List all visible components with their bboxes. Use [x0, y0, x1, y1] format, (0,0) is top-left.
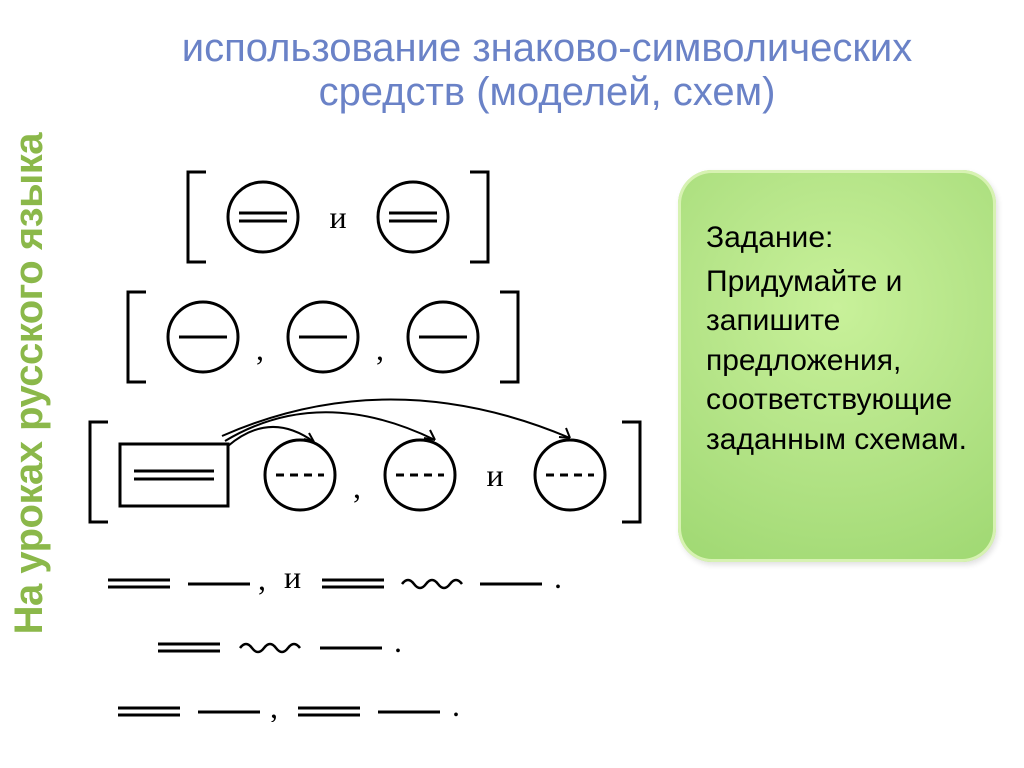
scheme-diagram-area: и , , ,	[88, 162, 648, 722]
left-sidebar: На уроках русского языка	[0, 0, 58, 768]
scheme-row-6: , .	[118, 687, 460, 722]
svg-text:.: .	[394, 623, 402, 659]
svg-text:.: .	[554, 559, 562, 595]
sidebar-label: На уроках русского языка	[7, 133, 52, 634]
svg-text:и: и	[329, 199, 346, 235]
scheme-row-5: .	[158, 623, 402, 659]
title-line-2: средств (моделей, схем)	[100, 70, 994, 114]
svg-text:.: .	[452, 687, 460, 722]
callout-heading: Задание:	[706, 218, 968, 258]
svg-text:,: ,	[270, 689, 278, 722]
svg-text:,: ,	[256, 331, 264, 367]
scheme-row-2: , ,	[128, 292, 518, 382]
svg-text:,: ,	[353, 469, 361, 505]
title-line-1: использование знаково-символических	[100, 26, 994, 70]
scheme-row-1: и	[188, 172, 488, 262]
svg-text:,: ,	[258, 561, 266, 597]
svg-text:и: и	[486, 457, 503, 493]
svg-text:и: и	[284, 559, 301, 595]
task-callout: Задание: Придумайте и запишите предложен…	[678, 170, 996, 562]
scheme-row-4: , и .	[108, 559, 562, 597]
slide-title: использование знаково-символических сред…	[100, 26, 994, 114]
scheme-row-3: , и	[90, 399, 640, 522]
callout-body: Придумайте и запишите предложения, соотв…	[706, 262, 968, 460]
svg-text:,: ,	[376, 331, 384, 367]
